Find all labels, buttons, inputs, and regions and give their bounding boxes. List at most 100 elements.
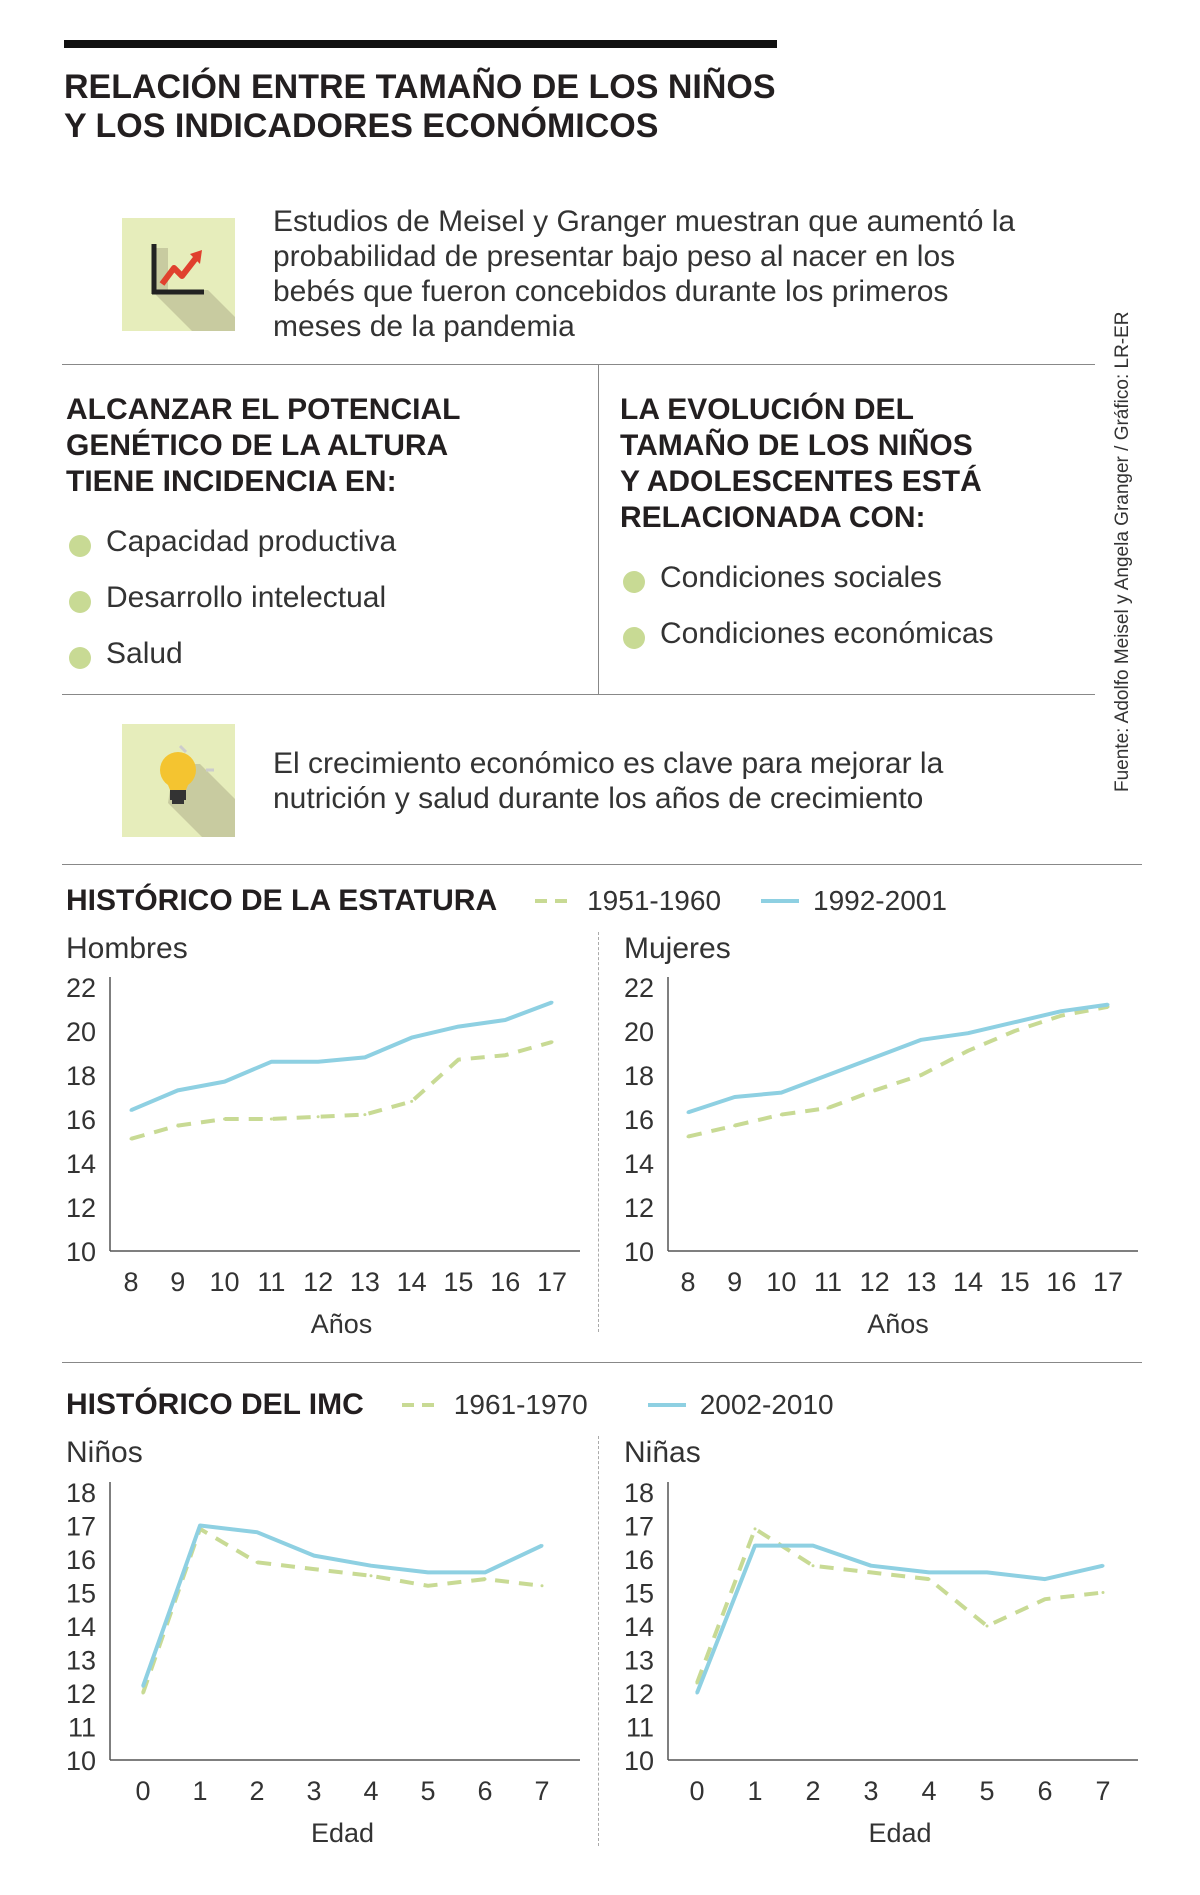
data-point — [966, 1031, 970, 1035]
chart-subtitle: Niñas — [624, 1436, 701, 1469]
section-title-line: Y ADOLESCENTES ESTÁ — [620, 465, 982, 498]
data-point — [826, 1106, 830, 1110]
x-tick-label: 15 — [443, 1267, 473, 1297]
y-tick-label: 13 — [66, 1646, 96, 1676]
bullet-dot-icon — [69, 647, 91, 669]
x-tick-label: 0 — [689, 1776, 704, 1806]
list-item-label: Capacidad productiva — [106, 525, 397, 558]
tip-text: El crecimiento económico es clave para m… — [273, 747, 944, 815]
series-line-1961-1970 — [695, 1526, 1104, 1684]
data-point — [223, 1080, 227, 1084]
x-tick-label: 9 — [170, 1267, 185, 1297]
x-tick-label: 17 — [537, 1267, 567, 1297]
x-tick-label: 2 — [249, 1776, 264, 1806]
y-tick-label: 12 — [624, 1193, 654, 1223]
list-item-label: Condiciones sociales — [660, 561, 942, 594]
x-tick-label: 13 — [906, 1267, 936, 1297]
data-point — [869, 1570, 873, 1574]
x-tick-label: 10 — [210, 1267, 240, 1297]
y-tick-label: 12 — [66, 1679, 96, 1709]
x-axis-label: Años — [867, 1309, 929, 1339]
bullet-list: Condiciones sociales Condiciones económi… — [620, 560, 1090, 672]
legend-label: 1961-1970 — [453, 1389, 588, 1420]
divider — [62, 1362, 1142, 1363]
data-point — [1101, 1591, 1105, 1594]
bullet-dot-icon — [623, 571, 645, 593]
x-tick-label: 12 — [303, 1267, 333, 1297]
data-point — [550, 1040, 554, 1044]
data-point — [1043, 1577, 1047, 1581]
legend-label: 2002-2010 — [699, 1389, 834, 1420]
data-point — [312, 1567, 316, 1571]
series-line-1992-2001 — [130, 1000, 553, 1113]
left-section: ALCANZAR EL POTENCIAL GENÉTICO DE LA ALT… — [66, 392, 586, 692]
y-tick-label: 10 — [624, 1237, 654, 1267]
chart-title: HISTÓRICO DE LA ESTATURA — [66, 884, 498, 917]
list-item: Capacidad productiva — [66, 524, 586, 580]
data-point — [141, 1684, 145, 1688]
y-tick-label: 11 — [626, 1713, 654, 1743]
x-tick-label: 15 — [1000, 1267, 1030, 1297]
data-point — [223, 1117, 227, 1121]
y-tick-label: 12 — [624, 1679, 654, 1709]
data-point — [312, 1554, 316, 1558]
data-point — [198, 1524, 202, 1527]
data-point — [753, 1527, 757, 1531]
chart-growth-icon — [122, 218, 235, 331]
list-item: Condiciones sociales — [620, 560, 1090, 616]
legend-label: 1951-1960 — [587, 885, 722, 916]
x-tick-label: 10 — [766, 1267, 796, 1297]
bullet-dot-icon — [69, 591, 91, 613]
y-tick-label: 13 — [624, 1646, 654, 1676]
x-tick-label: 9 — [727, 1267, 742, 1297]
x-tick-label: 5 — [420, 1776, 435, 1806]
legend-item-new: 2002-2010 — [647, 1389, 834, 1421]
data-point — [269, 1117, 273, 1121]
x-tick-label: 8 — [123, 1267, 138, 1297]
data-point — [316, 1115, 320, 1119]
data-point — [779, 1091, 783, 1095]
data-point — [1059, 1009, 1063, 1013]
y-tick-label: 15 — [66, 1579, 96, 1609]
y-tick-label: 10 — [66, 1237, 96, 1267]
x-tick-label: 17 — [1093, 1267, 1123, 1297]
data-point — [540, 1544, 544, 1548]
data-point — [176, 1088, 180, 1092]
data-point — [503, 1018, 507, 1022]
series-line-1951-1960 — [130, 1040, 553, 1141]
y-tick-label: 14 — [66, 1612, 96, 1642]
x-tick-label: 16 — [1046, 1267, 1076, 1297]
top-rule — [64, 40, 777, 48]
y-tick-label: 14 — [624, 1612, 654, 1642]
intro-text: Estudios de Meisel y Granger muestran qu… — [273, 205, 1016, 343]
legend-label: 1992-2001 — [813, 885, 947, 916]
column-divider — [598, 364, 599, 694]
data-point — [966, 1049, 970, 1053]
y-tick-label: 16 — [66, 1105, 96, 1135]
y-tick-label: 16 — [624, 1545, 654, 1575]
page-title: RELACIÓN ENTRE TAMAÑO DE LOS NIÑOS Y LOS… — [64, 68, 824, 146]
list-item: Salud — [66, 636, 586, 692]
data-point — [985, 1570, 989, 1574]
series-line-1951-1960 — [687, 1004, 1109, 1139]
data-point — [550, 1000, 554, 1004]
x-tick-label: 3 — [306, 1776, 321, 1806]
y-tick-label: 16 — [66, 1545, 96, 1575]
divider — [62, 694, 1095, 695]
y-tick-label: 12 — [66, 1193, 96, 1223]
y-tick-label: 20 — [624, 1017, 654, 1047]
bullet-dot-icon — [623, 627, 645, 649]
series-line-2002-2010 — [695, 1543, 1104, 1694]
data-point — [1106, 1003, 1110, 1007]
data-point — [483, 1570, 487, 1574]
legend-dashed-line-icon — [535, 899, 574, 903]
chart-title: HISTÓRICO DEL IMC — [66, 1388, 364, 1421]
data-point — [141, 1691, 145, 1695]
chart-subtitle: Mujeres — [624, 932, 731, 965]
section-title-line: TAMAÑO DE LOS NIÑOS — [620, 429, 973, 462]
data-point — [919, 1038, 923, 1042]
x-tick-label: 5 — [979, 1776, 994, 1806]
data-point — [363, 1055, 367, 1059]
y-tick-label: 18 — [624, 1478, 654, 1508]
